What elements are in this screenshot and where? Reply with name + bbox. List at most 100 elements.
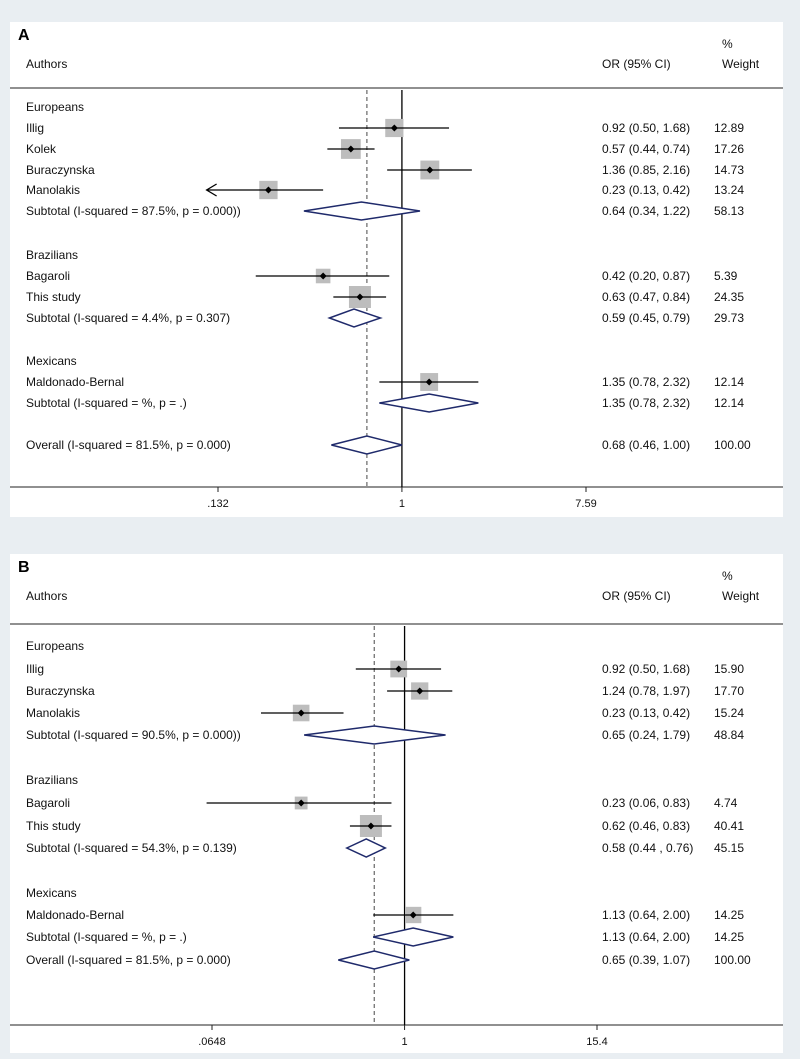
study-ci-arrow [205,183,217,197]
plot-background [10,22,783,517]
study-weight: 17.26 [714,142,744,156]
study-or-ci: 0.62 (0.46, 0.83) [602,819,690,833]
group-heading: Europeans [26,100,84,114]
study-or-ci: 1.13 (0.64, 2.00) [602,908,690,922]
header-authors: Authors [26,57,67,71]
header-or-ci: OR (95% CI) [602,589,671,603]
study-point-estimate [297,709,305,717]
study-or-ci: 1.24 (0.78, 1.97) [602,684,690,698]
overall-label: Overall (I-squared = 81.5%, p = 0.000) [26,438,231,452]
study-label: Bagaroli [26,269,70,283]
x-tick-label: 1 [402,1036,408,1048]
study-weight: 5.39 [714,269,738,283]
study-label: Illig [26,121,44,135]
study-or-ci: 0.23 (0.06, 0.83) [602,796,690,810]
overall-or-ci: 0.68 (0.46, 1.00) [602,438,690,452]
study-weight: 14.25 [714,908,744,922]
study-weight: 17.70 [714,684,744,698]
panel-label: A [18,27,30,44]
x-tick-label: 1 [399,498,405,510]
study-label: Maldonado-Bernal [26,908,124,922]
study-point-estimate [356,293,364,301]
study-weight: 24.35 [714,290,744,304]
study-point-estimate [426,166,434,174]
study-or-ci: 0.57 (0.44, 0.74) [602,142,690,156]
study-point-estimate [390,124,398,132]
x-tick-label: 7.59 [575,498,596,510]
panel-b: B Authors OR (95% CI)% Weight .0648 1 15.4 Euro… [10,554,783,1053]
group-heading: Europeans [26,639,84,653]
subtotal-or-ci: 0.58 (0.44 , 0.76) [602,841,693,855]
subtotal-label: Subtotal (I-squared = 90.5%, p = 0.000)) [26,728,241,742]
subtotal-or-ci: 1.13 (0.64, 2.00) [602,930,690,944]
subtotal-label: Subtotal (I-squared = 54.3%, p = 0.139) [26,841,237,855]
study-or-ci: 1.36 (0.85, 2.16) [602,163,690,177]
subtotal-label: Subtotal (I-squared = %, p = .) [26,930,187,944]
study-label: This study [26,290,81,304]
subtotal-weight: 14.25 [714,930,744,944]
group-heading: Brazilians [26,248,78,262]
group-heading: Mexicans [26,354,77,368]
header-weight: Weight [722,589,760,603]
study-label: Illig [26,662,44,676]
subtotal-weight: 48.84 [714,728,744,742]
x-tick-label: 15.4 [586,1036,607,1048]
header-or-ci: OR (95% CI) [602,57,671,71]
study-point-estimate [425,378,433,386]
x-tick-label: .0648 [198,1036,226,1048]
overall-or-ci: 0.65 (0.39, 1.07) [602,953,690,967]
study-or-ci: 0.92 (0.50, 1.68) [602,662,690,676]
subtotal-diamond [345,838,388,858]
subtotal-label: Subtotal (I-squared = %, p = .) [26,396,187,410]
study-weight: 12.89 [714,121,744,135]
study-or-ci: 0.23 (0.13, 0.42) [602,706,690,720]
study-or-ci: 0.42 (0.20, 0.87) [602,269,690,283]
study-weight: 15.90 [714,662,744,676]
header-weight: Weight [722,57,760,71]
subtotal-diamond [303,201,421,221]
subtotal-label: Subtotal (I-squared = 87.5%, p = 0.000)) [26,204,241,218]
study-point-estimate [409,911,417,919]
plot-background [10,554,783,1053]
overall-diamond [338,950,410,970]
study-weight: 15.24 [714,706,744,720]
study-weight: 4.74 [714,796,738,810]
study-label: Maldonado-Bernal [26,375,124,389]
group-heading: Brazilians [26,773,78,787]
study-or-ci: 0.63 (0.47, 0.84) [602,290,690,304]
study-label: Bagaroli [26,796,70,810]
subtotal-diamond [304,725,446,745]
subtotal-diamond [379,393,479,413]
study-label: Buraczynska [26,163,95,177]
study-label: Kolek [26,142,57,156]
panel-a: A Authors OR (95% CI)% Weight .132 1 7.59 Europ… [10,22,783,517]
study-label: Manolakis [26,183,80,197]
overall-diamond [331,435,403,455]
subtotal-weight: 29.73 [714,311,744,325]
overall-weight: 100.00 [714,953,751,967]
study-label: Buraczynska [26,684,95,698]
panel-label: B [18,559,30,576]
subtotal-diamond [373,927,454,947]
header-authors: Authors [26,589,67,603]
study-or-ci: 1.35 (0.78, 2.32) [602,375,690,389]
subtotal-or-ci: 0.64 (0.34, 1.22) [602,204,690,218]
subtotal-or-ci: 0.65 (0.24, 1.79) [602,728,690,742]
study-weight: 40.41 [714,819,744,833]
subtotal-diamond [327,308,383,328]
subtotal-label: Subtotal (I-squared = 4.4%, p = 0.307) [26,311,230,325]
study-point-estimate [367,822,375,830]
study-or-ci: 0.23 (0.13, 0.42) [602,183,690,197]
study-label: Manolakis [26,706,80,720]
subtotal-or-ci: 1.35 (0.78, 2.32) [602,396,690,410]
group-heading: Mexicans [26,886,77,900]
x-tick-label: .132 [207,498,228,510]
overall-label: Overall (I-squared = 81.5%, p = 0.000) [26,953,231,967]
study-point-estimate [297,799,305,807]
study-label: This study [26,819,81,833]
study-point-estimate [347,145,355,153]
study-weight: 13.24 [714,183,744,197]
subtotal-weight: 45.15 [714,841,744,855]
